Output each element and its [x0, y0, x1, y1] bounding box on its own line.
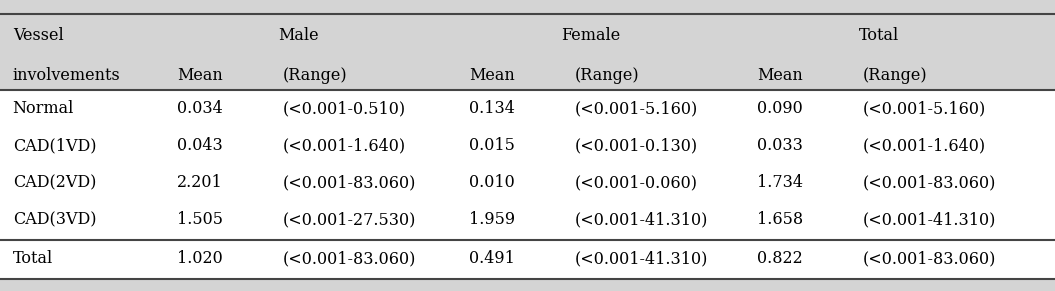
Text: 0.034: 0.034 — [177, 100, 223, 117]
Text: 1.658: 1.658 — [757, 211, 804, 228]
Text: 0.010: 0.010 — [469, 174, 515, 191]
Text: (<0.001-0.060): (<0.001-0.060) — [575, 174, 698, 191]
Text: (<0.001-41.310): (<0.001-41.310) — [575, 250, 708, 267]
Text: 1.505: 1.505 — [177, 211, 224, 228]
Text: 0.134: 0.134 — [469, 100, 515, 117]
Text: Male: Male — [279, 28, 319, 45]
Text: 0.090: 0.090 — [757, 100, 803, 117]
Text: 0.822: 0.822 — [757, 250, 803, 267]
Bar — [0, 90, 1055, 279]
Text: 1.020: 1.020 — [177, 250, 223, 267]
Text: Mean: Mean — [469, 67, 515, 84]
Text: CAD(2VD): CAD(2VD) — [13, 174, 96, 191]
Text: involvements: involvements — [13, 67, 120, 84]
Text: Total: Total — [13, 250, 53, 267]
Text: (<0.001-83.060): (<0.001-83.060) — [863, 174, 996, 191]
Text: (<0.001-83.060): (<0.001-83.060) — [283, 174, 416, 191]
Text: Normal: Normal — [13, 100, 74, 117]
Text: 0.033: 0.033 — [757, 137, 803, 154]
Text: (<0.001-5.160): (<0.001-5.160) — [575, 100, 698, 117]
Text: (<0.001-1.640): (<0.001-1.640) — [283, 137, 406, 154]
Text: (<0.001-5.160): (<0.001-5.160) — [863, 100, 986, 117]
Text: (<0.001-83.060): (<0.001-83.060) — [863, 250, 996, 267]
Text: (<0.001-0.130): (<0.001-0.130) — [575, 137, 698, 154]
Text: (<0.001-83.060): (<0.001-83.060) — [283, 250, 416, 267]
Text: Mean: Mean — [177, 67, 223, 84]
Text: Vessel: Vessel — [13, 28, 63, 45]
Text: 0.491: 0.491 — [469, 250, 515, 267]
Text: 1.959: 1.959 — [469, 211, 516, 228]
Text: 0.015: 0.015 — [469, 137, 515, 154]
Text: 1.734: 1.734 — [757, 174, 804, 191]
Text: (Range): (Range) — [283, 67, 347, 84]
Text: 0.043: 0.043 — [177, 137, 223, 154]
Text: (<0.001-41.310): (<0.001-41.310) — [863, 211, 996, 228]
Text: (Range): (Range) — [575, 67, 639, 84]
Text: CAD(1VD): CAD(1VD) — [13, 137, 96, 154]
Text: Mean: Mean — [757, 67, 803, 84]
Text: (<0.001-41.310): (<0.001-41.310) — [575, 211, 708, 228]
Text: (<0.001-27.530): (<0.001-27.530) — [283, 211, 416, 228]
Bar — [0, 14, 1055, 90]
Text: Female: Female — [561, 28, 620, 45]
Text: (<0.001-1.640): (<0.001-1.640) — [863, 137, 986, 154]
Text: (<0.001-0.510): (<0.001-0.510) — [283, 100, 406, 117]
Text: CAD(3VD): CAD(3VD) — [13, 211, 96, 228]
Text: 2.201: 2.201 — [177, 174, 223, 191]
Text: (Range): (Range) — [863, 67, 927, 84]
Text: Total: Total — [859, 28, 899, 45]
